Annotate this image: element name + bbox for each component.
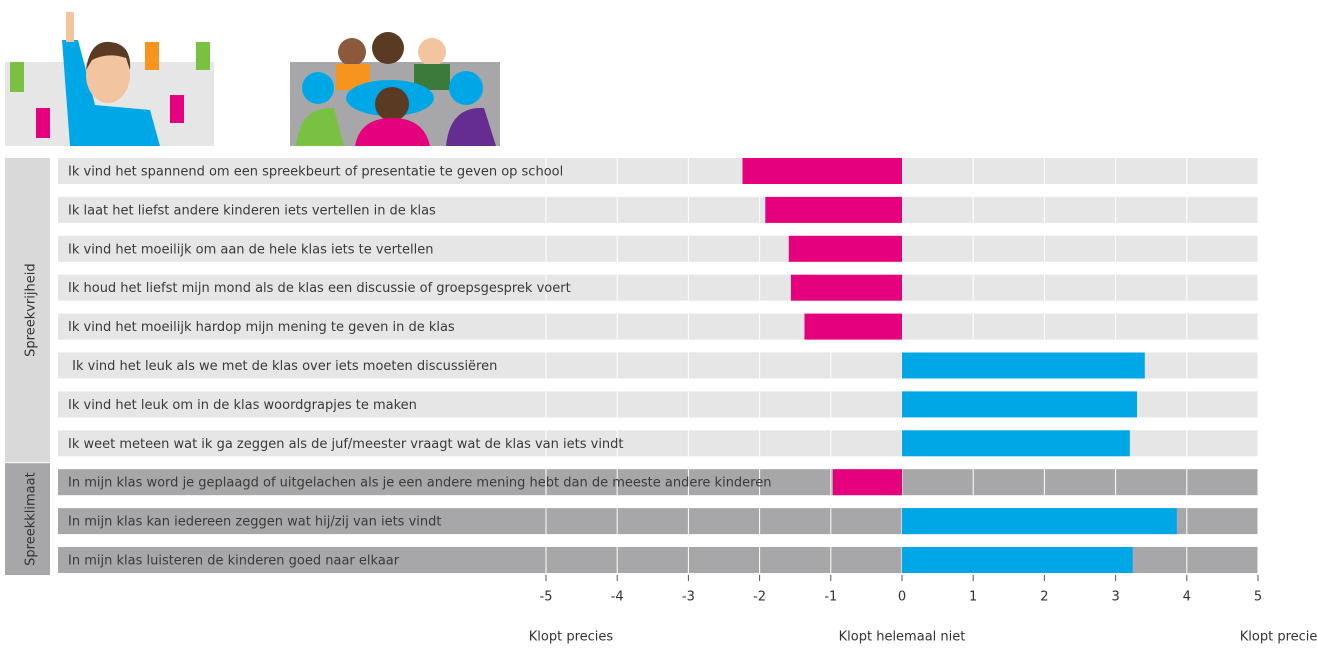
category-label: In mijn klas kan iedereen zeggen wat hij… [68, 515, 441, 530]
axis-label: Klopt precies [1240, 630, 1317, 645]
illustration-group [290, 32, 500, 146]
x-tick-label: 3 [1111, 590, 1119, 605]
bar [790, 274, 902, 301]
category-label: In mijn klas word je geplaagd of uitgela… [68, 476, 771, 491]
x-tick-label: -5 [540, 590, 553, 605]
row-band [58, 235, 1258, 262]
x-tick-label: -1 [824, 590, 837, 605]
x-tick-label: -3 [682, 590, 695, 605]
category-label: Ik weet meteen wat ik ga zeggen als de j… [68, 437, 624, 452]
row-band [58, 313, 1258, 340]
row-band [58, 274, 1258, 301]
row-band [58, 196, 1258, 223]
x-tick-label: 1 [969, 590, 977, 605]
category-label: Ik houd het liefst mijn mond als de klas… [68, 281, 571, 296]
category-label: Ik vind het moeilijk om aan de hele klas… [68, 242, 433, 257]
bar [902, 508, 1177, 535]
axis-label: Klopt precies [529, 630, 614, 645]
x-tick-label: 0 [898, 590, 906, 605]
category-label: Ik vind het spannend om een spreekbeurt … [68, 165, 563, 180]
group-panel [5, 158, 50, 463]
bar [902, 352, 1145, 379]
category-label: Ik vind het leuk als we met de klas over… [68, 359, 497, 374]
x-tick-label: 4 [1183, 590, 1191, 605]
bar [832, 469, 902, 496]
group-panel [5, 463, 50, 575]
category-label: Ik vind het moeilijk hardop mijn mening … [68, 320, 455, 335]
bar [902, 547, 1133, 573]
bar [902, 391, 1137, 418]
x-tick-label: -4 [611, 590, 624, 605]
category-label: Ik vind het leuk om in de klas woordgrap… [68, 398, 417, 413]
bar [788, 235, 902, 262]
x-tick-label: 5 [1254, 590, 1262, 605]
group-label: Spreekklimaat [24, 472, 39, 566]
x-tick-label: -2 [753, 590, 766, 605]
axis-label: Klopt helemaal niet [839, 630, 966, 645]
row-band [58, 158, 1258, 184]
bar [765, 196, 902, 223]
bar [902, 430, 1130, 457]
row-band [58, 469, 1258, 496]
x-tick-label: 2 [1040, 590, 1048, 605]
category-label: Ik laat het liefst andere kinderen iets … [68, 203, 436, 218]
illustration-hands [5, 12, 214, 146]
category-label: In mijn klas luisteren de kinderen goed … [68, 554, 400, 569]
bar [804, 313, 902, 340]
group-label: Spreekvrijheid [24, 263, 39, 356]
bar [742, 158, 902, 184]
